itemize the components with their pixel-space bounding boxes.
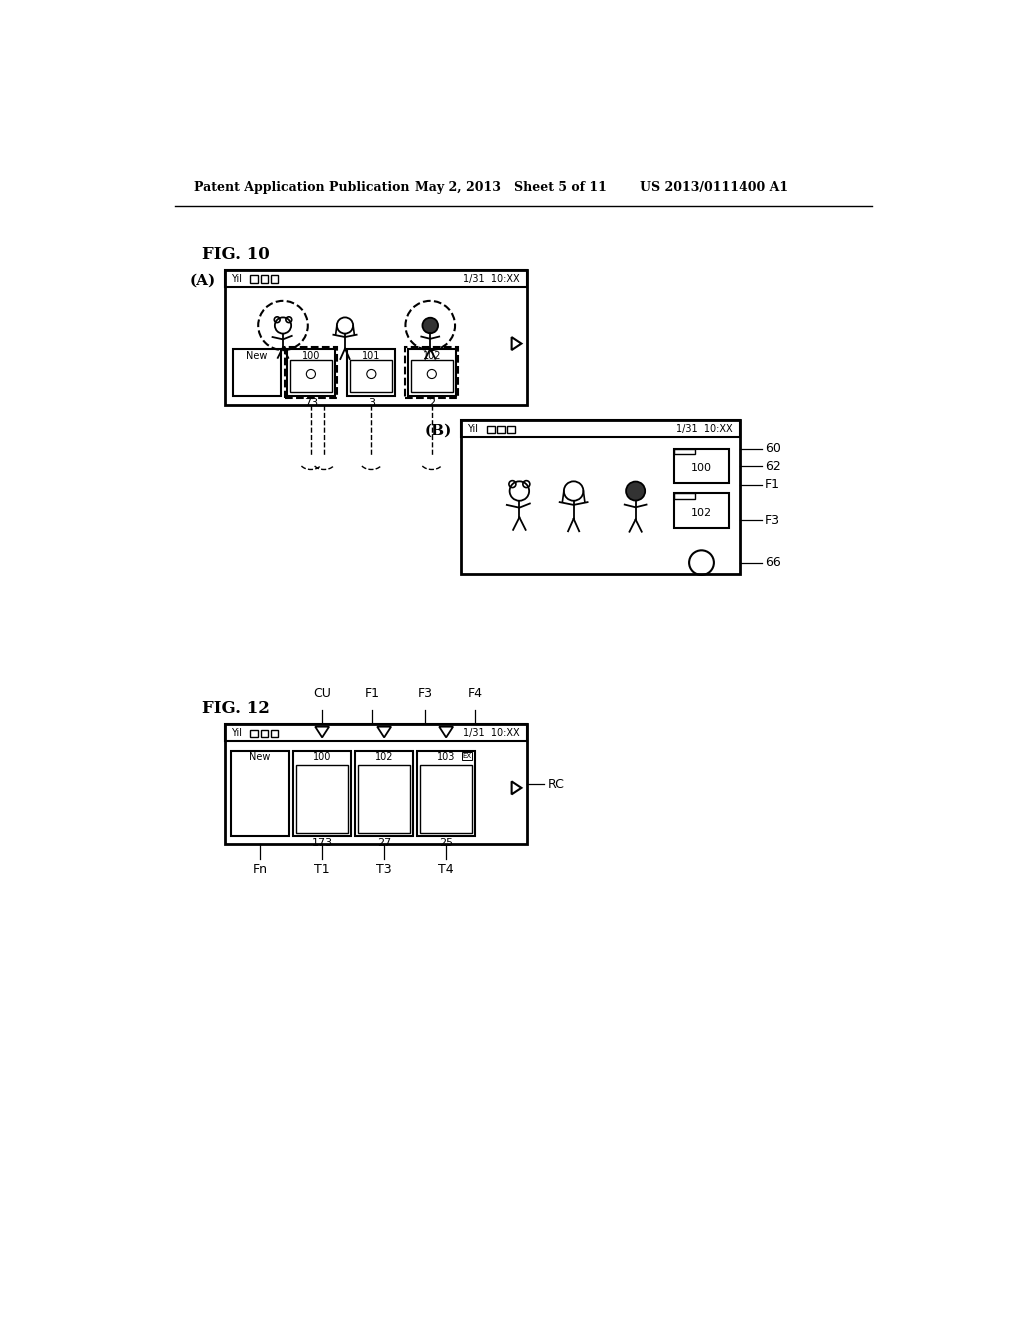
Circle shape <box>510 482 529 500</box>
Text: FIG. 12: FIG. 12 <box>202 701 269 718</box>
Text: Fn: Fn <box>253 863 267 876</box>
Text: 2: 2 <box>428 397 435 408</box>
Text: 60: 60 <box>765 442 781 455</box>
Bar <box>231 751 289 836</box>
Text: US 2013/0111400 A1: US 2013/0111400 A1 <box>640 181 787 194</box>
Bar <box>225 271 527 286</box>
Text: F1: F1 <box>765 478 780 491</box>
Text: T3: T3 <box>377 863 392 876</box>
Text: 102: 102 <box>423 351 441 360</box>
Bar <box>411 360 453 392</box>
Bar <box>417 751 475 836</box>
Text: 62: 62 <box>765 459 781 473</box>
Bar <box>461 420 740 437</box>
Circle shape <box>564 482 584 500</box>
Circle shape <box>274 317 291 334</box>
Text: Yil: Yil <box>231 727 242 738</box>
Text: CU: CU <box>312 686 331 700</box>
Bar <box>420 766 472 833</box>
Text: F3: F3 <box>765 513 780 527</box>
Bar <box>287 350 335 396</box>
Bar <box>260 276 268 284</box>
Bar <box>260 730 268 738</box>
Bar <box>232 350 281 396</box>
Text: F4: F4 <box>468 686 482 700</box>
Text: 103: 103 <box>437 752 456 763</box>
Bar <box>675 494 694 499</box>
Text: 73: 73 <box>304 397 318 408</box>
Bar <box>293 751 351 836</box>
Text: 25: 25 <box>439 838 454 849</box>
Bar <box>497 425 505 433</box>
Text: 3: 3 <box>368 397 375 408</box>
Text: EX: EX <box>462 752 471 759</box>
Bar <box>486 425 495 433</box>
Text: 100: 100 <box>691 463 712 473</box>
Bar <box>461 420 740 574</box>
Text: Yil: Yil <box>467 424 478 434</box>
Bar <box>285 347 337 397</box>
Text: (B): (B) <box>425 424 452 438</box>
Bar <box>251 730 258 738</box>
Bar <box>347 350 395 396</box>
Circle shape <box>626 482 645 500</box>
Bar <box>270 730 279 738</box>
Bar <box>225 725 527 742</box>
Text: 102: 102 <box>375 752 393 763</box>
Text: RC: RC <box>547 777 564 791</box>
Circle shape <box>337 317 353 334</box>
Text: Yil: Yil <box>231 273 242 284</box>
Text: New: New <box>250 752 270 763</box>
Bar <box>406 347 458 397</box>
Text: 1/31  10:XX: 1/31 10:XX <box>676 424 732 434</box>
Bar <box>507 425 515 433</box>
Text: 100: 100 <box>313 752 332 763</box>
Text: Patent Application Publication: Patent Application Publication <box>194 181 410 194</box>
Bar <box>675 494 729 528</box>
Bar <box>675 449 694 454</box>
Bar <box>355 751 414 836</box>
Text: (A): (A) <box>189 275 216 288</box>
Text: 27: 27 <box>377 838 391 849</box>
Text: 173: 173 <box>311 838 333 849</box>
Text: 100: 100 <box>302 351 321 360</box>
Bar <box>358 766 410 833</box>
Bar <box>296 766 348 833</box>
Text: May 2, 2013   Sheet 5 of 11: May 2, 2013 Sheet 5 of 11 <box>415 181 606 194</box>
Text: 1/31  10:XX: 1/31 10:XX <box>463 273 519 284</box>
Bar <box>270 276 279 284</box>
Text: New: New <box>246 351 267 360</box>
Text: T4: T4 <box>438 863 454 876</box>
Text: F1: F1 <box>365 686 380 700</box>
Bar <box>350 360 392 392</box>
Bar <box>251 276 258 284</box>
Bar <box>290 360 332 392</box>
Text: T1: T1 <box>314 863 330 876</box>
Text: F3: F3 <box>418 686 432 700</box>
Circle shape <box>423 318 438 333</box>
Text: 66: 66 <box>765 556 781 569</box>
Bar <box>408 350 456 396</box>
Text: 102: 102 <box>691 508 712 517</box>
Text: 101: 101 <box>362 351 381 360</box>
Text: 1/31  10:XX: 1/31 10:XX <box>463 727 519 738</box>
Bar <box>225 271 527 405</box>
Text: FIG. 10: FIG. 10 <box>202 246 269 263</box>
Bar <box>225 725 527 843</box>
Bar <box>675 449 729 483</box>
